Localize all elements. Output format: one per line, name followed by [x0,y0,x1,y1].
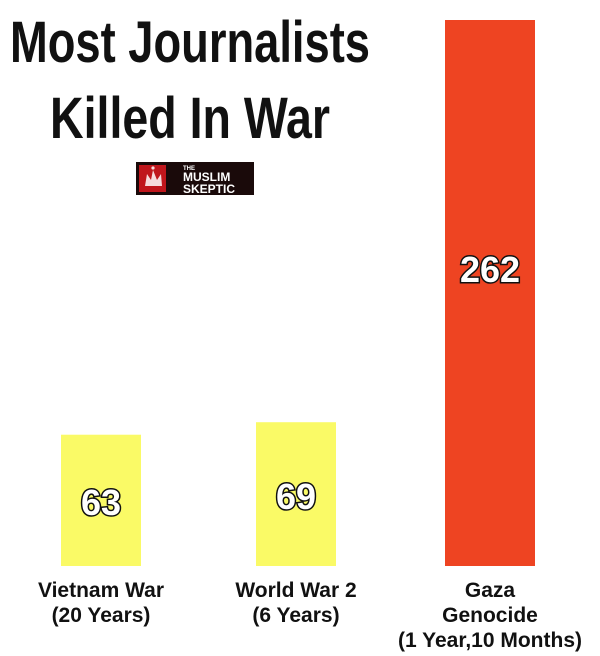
chart-title-line-2: Killed In War [50,86,330,151]
category-label-1-line-1: Vietnam War [38,579,164,602]
logo-emblem-icon [139,165,166,192]
muslim-skeptic-logo: THE MUSLIM SKEPTIC [136,162,254,196]
logo-text-skeptic: SKEPTIC [183,182,235,196]
bar-value-label-2: 69 [276,476,316,517]
category-label-2-line-1: World War 2 [235,579,356,602]
category-label-3-line-3: (1 Year,10 Months) [398,629,582,652]
category-label-1-line-2: (20 Years) [52,604,151,627]
bar-2 [256,422,336,566]
bar-3 [445,20,535,566]
bars-group [61,20,535,566]
category-labels: Vietnam War(20 Years) World War 2(6 Years… [38,579,582,652]
category-label-3-line-1: Gaza [465,579,516,602]
bar-value-label-1: 63 [81,482,121,523]
chart-title: Most Journalists Killed In War [10,10,370,151]
bar-value-labels: 63 69 262 [79,248,521,525]
bar-value-label-3: 262 [460,249,520,290]
logo-text-the: THE [183,166,195,172]
logo-text-muslim: MUSLIM [183,170,230,184]
chart-title-line-1: Most Journalists [10,10,370,75]
bar-1 [61,434,141,566]
category-label-2-line-2: (6 Years) [252,604,339,627]
category-label-3-line-2: Genocide [442,604,538,627]
